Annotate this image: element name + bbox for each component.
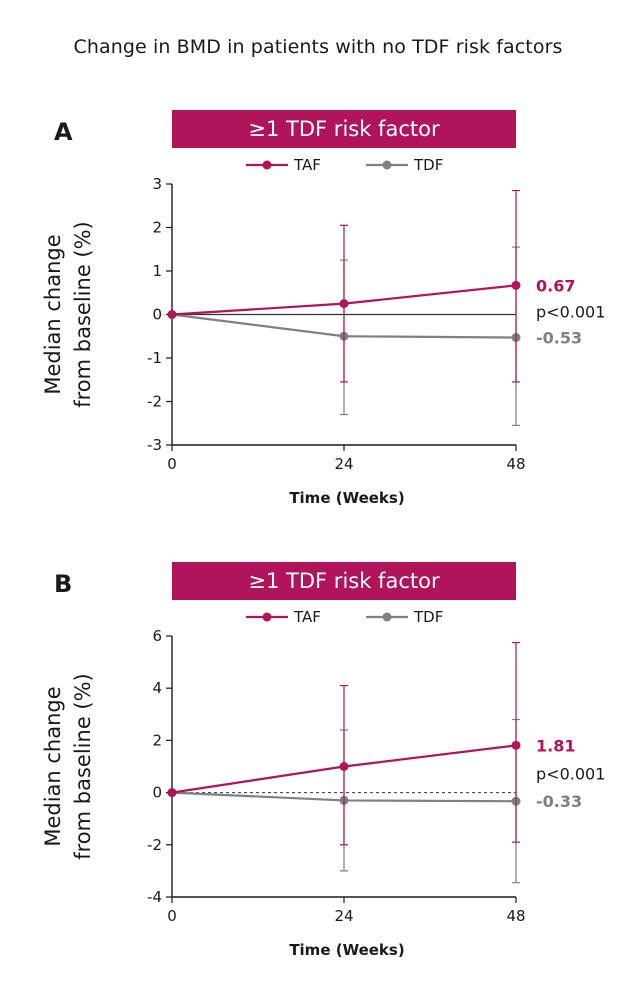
y-tick-label: -2 bbox=[147, 393, 162, 411]
y-tick-label: -4 bbox=[147, 888, 162, 906]
y-axis-label-line: from baseline (%) bbox=[71, 673, 95, 860]
x-axis-label: Time (Weeks) bbox=[289, 489, 404, 507]
panel-label: B bbox=[54, 570, 73, 598]
data-point-taf bbox=[511, 280, 521, 290]
legend-label: TDF bbox=[413, 608, 443, 626]
data-point-taf bbox=[339, 299, 349, 309]
data-point-taf bbox=[511, 740, 521, 750]
x-tick-label: 0 bbox=[167, 907, 177, 925]
chart-svg: TAF TDF -3 -2 -1 0 1 2 3 0 24 48 Time (Weeks) Median … bbox=[41, 156, 605, 507]
y-tick-label: 4 bbox=[152, 679, 162, 697]
y-axis-label-line: from baseline (%) bbox=[71, 221, 95, 408]
x-axis-label: Time (Weeks) bbox=[289, 941, 404, 959]
legend-marker bbox=[262, 612, 272, 622]
legend-marker bbox=[382, 612, 392, 622]
data-point-taf bbox=[167, 310, 177, 319]
y-tick-label: 1 bbox=[152, 262, 162, 280]
legend-marker bbox=[262, 160, 272, 170]
taf-final-value: 1.81 bbox=[536, 736, 575, 755]
y-tick-label: 0 bbox=[152, 306, 162, 324]
risk-factor-banner: ≥1 TDF risk factor bbox=[172, 562, 516, 600]
data-point-taf bbox=[339, 762, 349, 771]
tdf-final-value: -0.33 bbox=[536, 792, 582, 811]
y-tick-label: 6 bbox=[152, 627, 162, 645]
taf-final-value: 0.67 bbox=[536, 276, 575, 295]
panel-label: A bbox=[54, 118, 73, 146]
legend-label: TDF bbox=[413, 156, 443, 174]
y-tick-label: -3 bbox=[147, 436, 162, 454]
y-tick-label: -1 bbox=[147, 349, 162, 367]
p-value: p<0.001 bbox=[536, 302, 605, 321]
legend-label: TAF bbox=[293, 608, 321, 626]
x-tick-label: 48 bbox=[506, 455, 525, 473]
risk-factor-banner: ≥1 TDF risk factor bbox=[172, 110, 516, 148]
y-axis-label-line: Median change bbox=[41, 234, 65, 394]
legend-marker bbox=[382, 160, 392, 170]
data-point-taf bbox=[167, 788, 177, 798]
y-tick-label: 0 bbox=[152, 784, 162, 802]
p-value: p<0.001 bbox=[536, 764, 605, 783]
x-tick-label: 24 bbox=[334, 455, 353, 473]
page-title: Change in BMD in patients with no TDF ri… bbox=[73, 36, 563, 58]
y-tick-label: 2 bbox=[152, 731, 162, 749]
y-tick-label: -2 bbox=[147, 836, 162, 854]
y-axis-label-line: Median change bbox=[41, 686, 65, 846]
legend-label: TAF bbox=[293, 156, 321, 174]
x-tick-label: 24 bbox=[334, 907, 353, 925]
y-axis-label: Median change from baseline (%) bbox=[41, 673, 95, 860]
y-tick-label: 2 bbox=[152, 219, 162, 237]
y-axis-label: Median change from baseline (%) bbox=[41, 221, 95, 408]
y-tick-label: 3 bbox=[152, 175, 162, 193]
chart-panel-b: B ≥1 TDF risk factor TAF TDF -4 -2 0 2 4 6 0 24 48… bbox=[0, 552, 636, 982]
chart-panel-a: A ≥1 TDF risk factor TAF TDF -3 -2 -1 0 1 2 3 0 24… bbox=[0, 100, 636, 530]
tdf-final-value: -0.53 bbox=[536, 329, 582, 348]
x-tick-label: 48 bbox=[506, 907, 525, 925]
x-tick-label: 0 bbox=[167, 455, 177, 473]
